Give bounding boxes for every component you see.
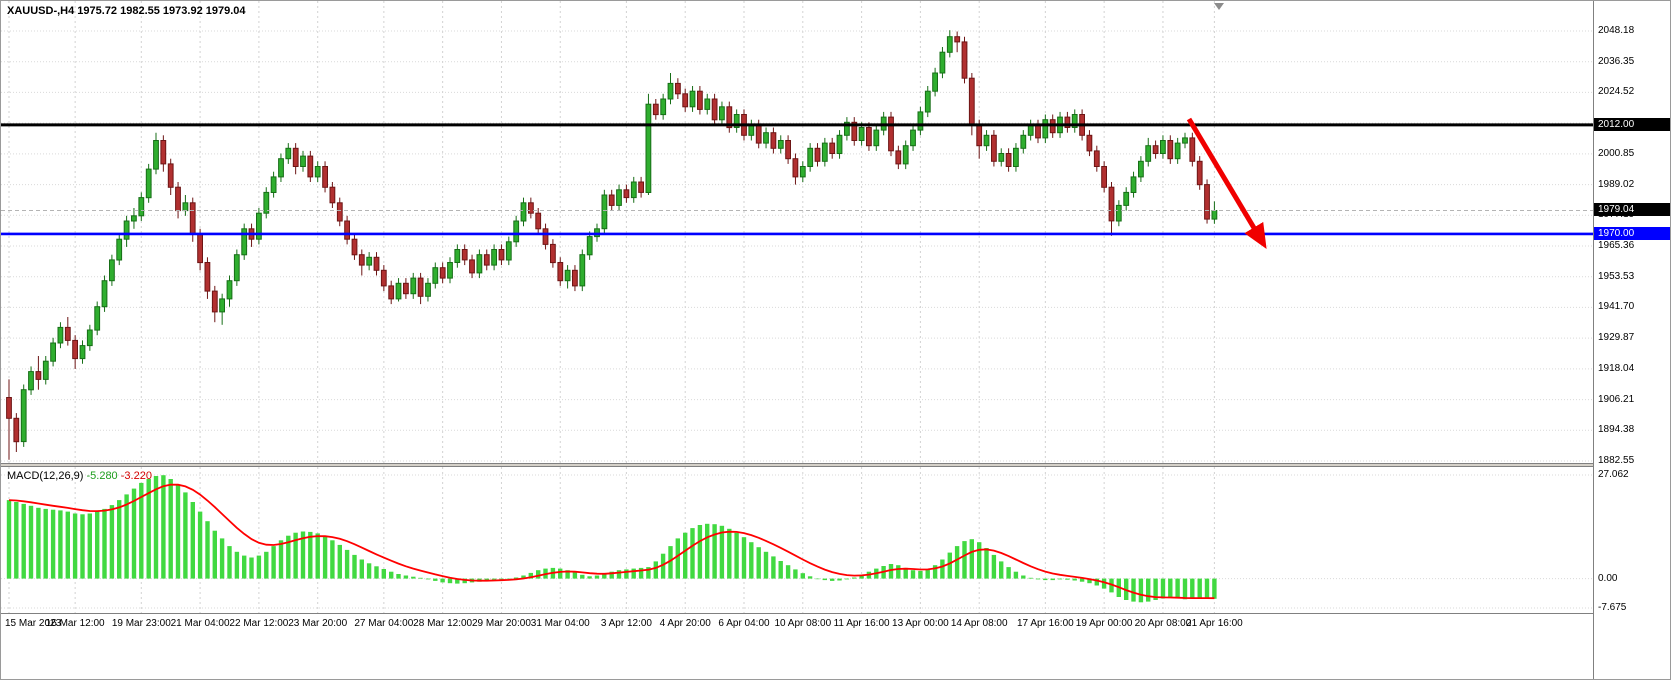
time-tick-label: 16 Mar 12:00 <box>45 618 105 629</box>
indicator-tick-label: 0.00 <box>1598 572 1618 584</box>
hline-price-label: 1970.00 <box>1594 226 1670 240</box>
time-tick-label: 31 Mar 04:00 <box>530 618 590 629</box>
macd-name: MACD(12,26,9) <box>7 470 84 482</box>
macd-grid <box>1 467 1593 613</box>
time-tick-label: 20 Apr 08:00 <box>1134 618 1192 629</box>
macd-signal-value: -3.220 <box>120 470 152 482</box>
main-grid <box>1 1 1593 463</box>
time-tick-label: 10 Apr 08:00 <box>774 618 832 629</box>
chart-ohlc-title: XAUUSD-,H4 1975.72 1982.55 1973.92 1979.… <box>7 5 246 17</box>
time-tick-label: 27 Mar 04:00 <box>354 618 414 629</box>
time-tick-label: 14 Apr 08:00 <box>950 618 1008 629</box>
hline-price-label: 2012.00 <box>1594 117 1670 131</box>
macd-histogram <box>6 475 1217 603</box>
time-tick-label: 23 Mar 20:00 <box>288 618 348 629</box>
bid-price-label: 1979.04 <box>1594 203 1670 217</box>
time-tick-label: 19 Apr 00:00 <box>1075 618 1133 629</box>
price-tick-label: 2000.85 <box>1598 147 1635 159</box>
indicator-tick-label: -7.675 <box>1598 601 1627 613</box>
time-tick-label: 17 Apr 16:00 <box>1016 618 1074 629</box>
macd-signal-line <box>8 483 1215 600</box>
time-tick-label: 13 Apr 00:00 <box>892 618 949 629</box>
price-tick-label: 1953.53 <box>1598 270 1635 282</box>
indicator-tick-label: 27.062 <box>1598 468 1629 480</box>
time-tick-label: 3 Apr 12:00 <box>600 618 652 629</box>
price-tick-label: 2048.18 <box>1598 25 1635 36</box>
candles[interactable] <box>6 30 1218 460</box>
time-tick-label: 22 Mar 12:00 <box>229 618 289 629</box>
time-tick-label: 4 Apr 20:00 <box>659 618 711 629</box>
macd-indicator-panel[interactable] <box>1 467 1593 613</box>
price-tick-label: 1918.04 <box>1598 362 1635 374</box>
time-tick-label: 21 Apr 16:00 <box>1186 618 1243 629</box>
time-tick-label: 29 Mar 20:00 <box>471 618 531 629</box>
price-tick-label: 1965.36 <box>1598 240 1635 251</box>
candlestick-chart[interactable] <box>1 1 1593 463</box>
time-axis[interactable]: 15 Mar 2023 16 Mar 12:00 19 Mar 23:00 21 Ma… <box>1 613 1593 639</box>
time-tick-label: 19 Mar 23:00 <box>111 618 171 629</box>
time-tick-label: 15 Mar 2023 <box>5 618 62 629</box>
price-tick-label: 2036.35 <box>1598 55 1635 67</box>
time-tick-label: 6 Apr 04:00 <box>718 618 770 629</box>
time-tick-label: 21 Mar 04:00 <box>170 618 230 629</box>
panel-separator[interactable] <box>1 463 1593 467</box>
price-tick-label: 1906.21 <box>1598 393 1635 405</box>
time-tick-label: 28 Mar 12:00 <box>413 618 473 629</box>
horizontal-line-objects[interactable] <box>1 123 1593 236</box>
price-tick-label: 1989.02 <box>1598 178 1635 190</box>
price-tick-label: 1882.55 <box>1598 455 1635 466</box>
price-tick-label: 1941.70 <box>1598 301 1635 313</box>
macd-label: MACD(12,26,9) -5.280 -3.220 <box>7 470 152 482</box>
price-tick-label: 1929.87 <box>1598 332 1635 344</box>
price-axis[interactable]: 2048.182036.352024.522012.692000.851989.… <box>1593 1 1670 679</box>
chart-shift-marker-icon[interactable] <box>1214 3 1224 10</box>
price-tick-label: 1894.38 <box>1598 424 1635 436</box>
macd-main-value: -5.280 <box>86 470 118 482</box>
price-tick-label: 2024.52 <box>1598 86 1635 98</box>
time-tick-label: 11 Apr 16:00 <box>833 618 890 629</box>
trend-arrow[interactable] <box>1186 117 1267 250</box>
